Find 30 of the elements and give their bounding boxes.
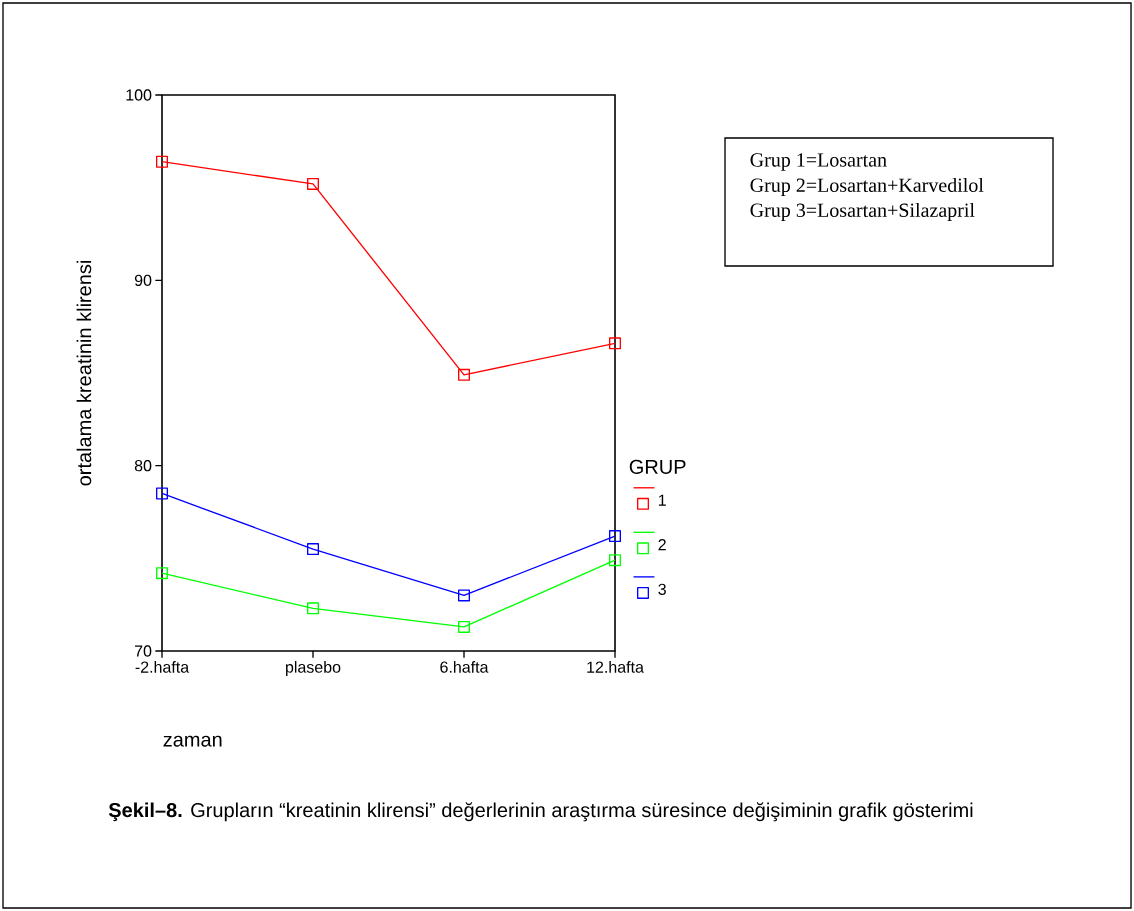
- text: Grup 3=Losartan+Silazapril: [750, 202, 975, 222]
- y-tick-label: 80: [134, 460, 152, 472]
- point: [609, 337, 622, 350]
- text: Şekil–8. Grupların “kreatinin klirensi” değerlerinin araştırma süresince değişiminin grafik gösterimi: [108, 802, 973, 822]
- y-tick-label: 90: [134, 274, 152, 286]
- point: [609, 530, 622, 543]
- point: [307, 602, 320, 615]
- x-tick-label: 6.hafta: [440, 661, 489, 673]
- y-axis-title: ortalama kreatinin klirensi: [76, 261, 92, 486]
- text: Grup 1=Losartan: [750, 153, 887, 171]
- legend-title: GRUP: [629, 459, 686, 474]
- point: [307, 543, 320, 556]
- x-axis-title: zaman: [163, 735, 222, 747]
- x-tick-label: 12.hafta: [587, 661, 644, 673]
- text: Grup 2=Losartan+Karvedilol: [750, 177, 984, 197]
- y-tick-label: 70: [134, 645, 152, 657]
- y-tick-label: 100: [126, 89, 152, 101]
- x-tick-label: -2.hafta: [135, 661, 190, 673]
- point: [458, 368, 471, 381]
- legend-label: 1: [658, 494, 666, 506]
- point: [458, 589, 471, 602]
- point: [156, 487, 169, 500]
- legend-label: 3: [658, 583, 666, 595]
- point: [156, 567, 169, 580]
- legend-label: 2: [658, 539, 666, 551]
- point: [307, 177, 320, 190]
- point: [156, 155, 169, 168]
- x-tick-label: plasebo: [286, 661, 341, 676]
- point: [609, 554, 622, 567]
- point: [458, 620, 471, 633]
